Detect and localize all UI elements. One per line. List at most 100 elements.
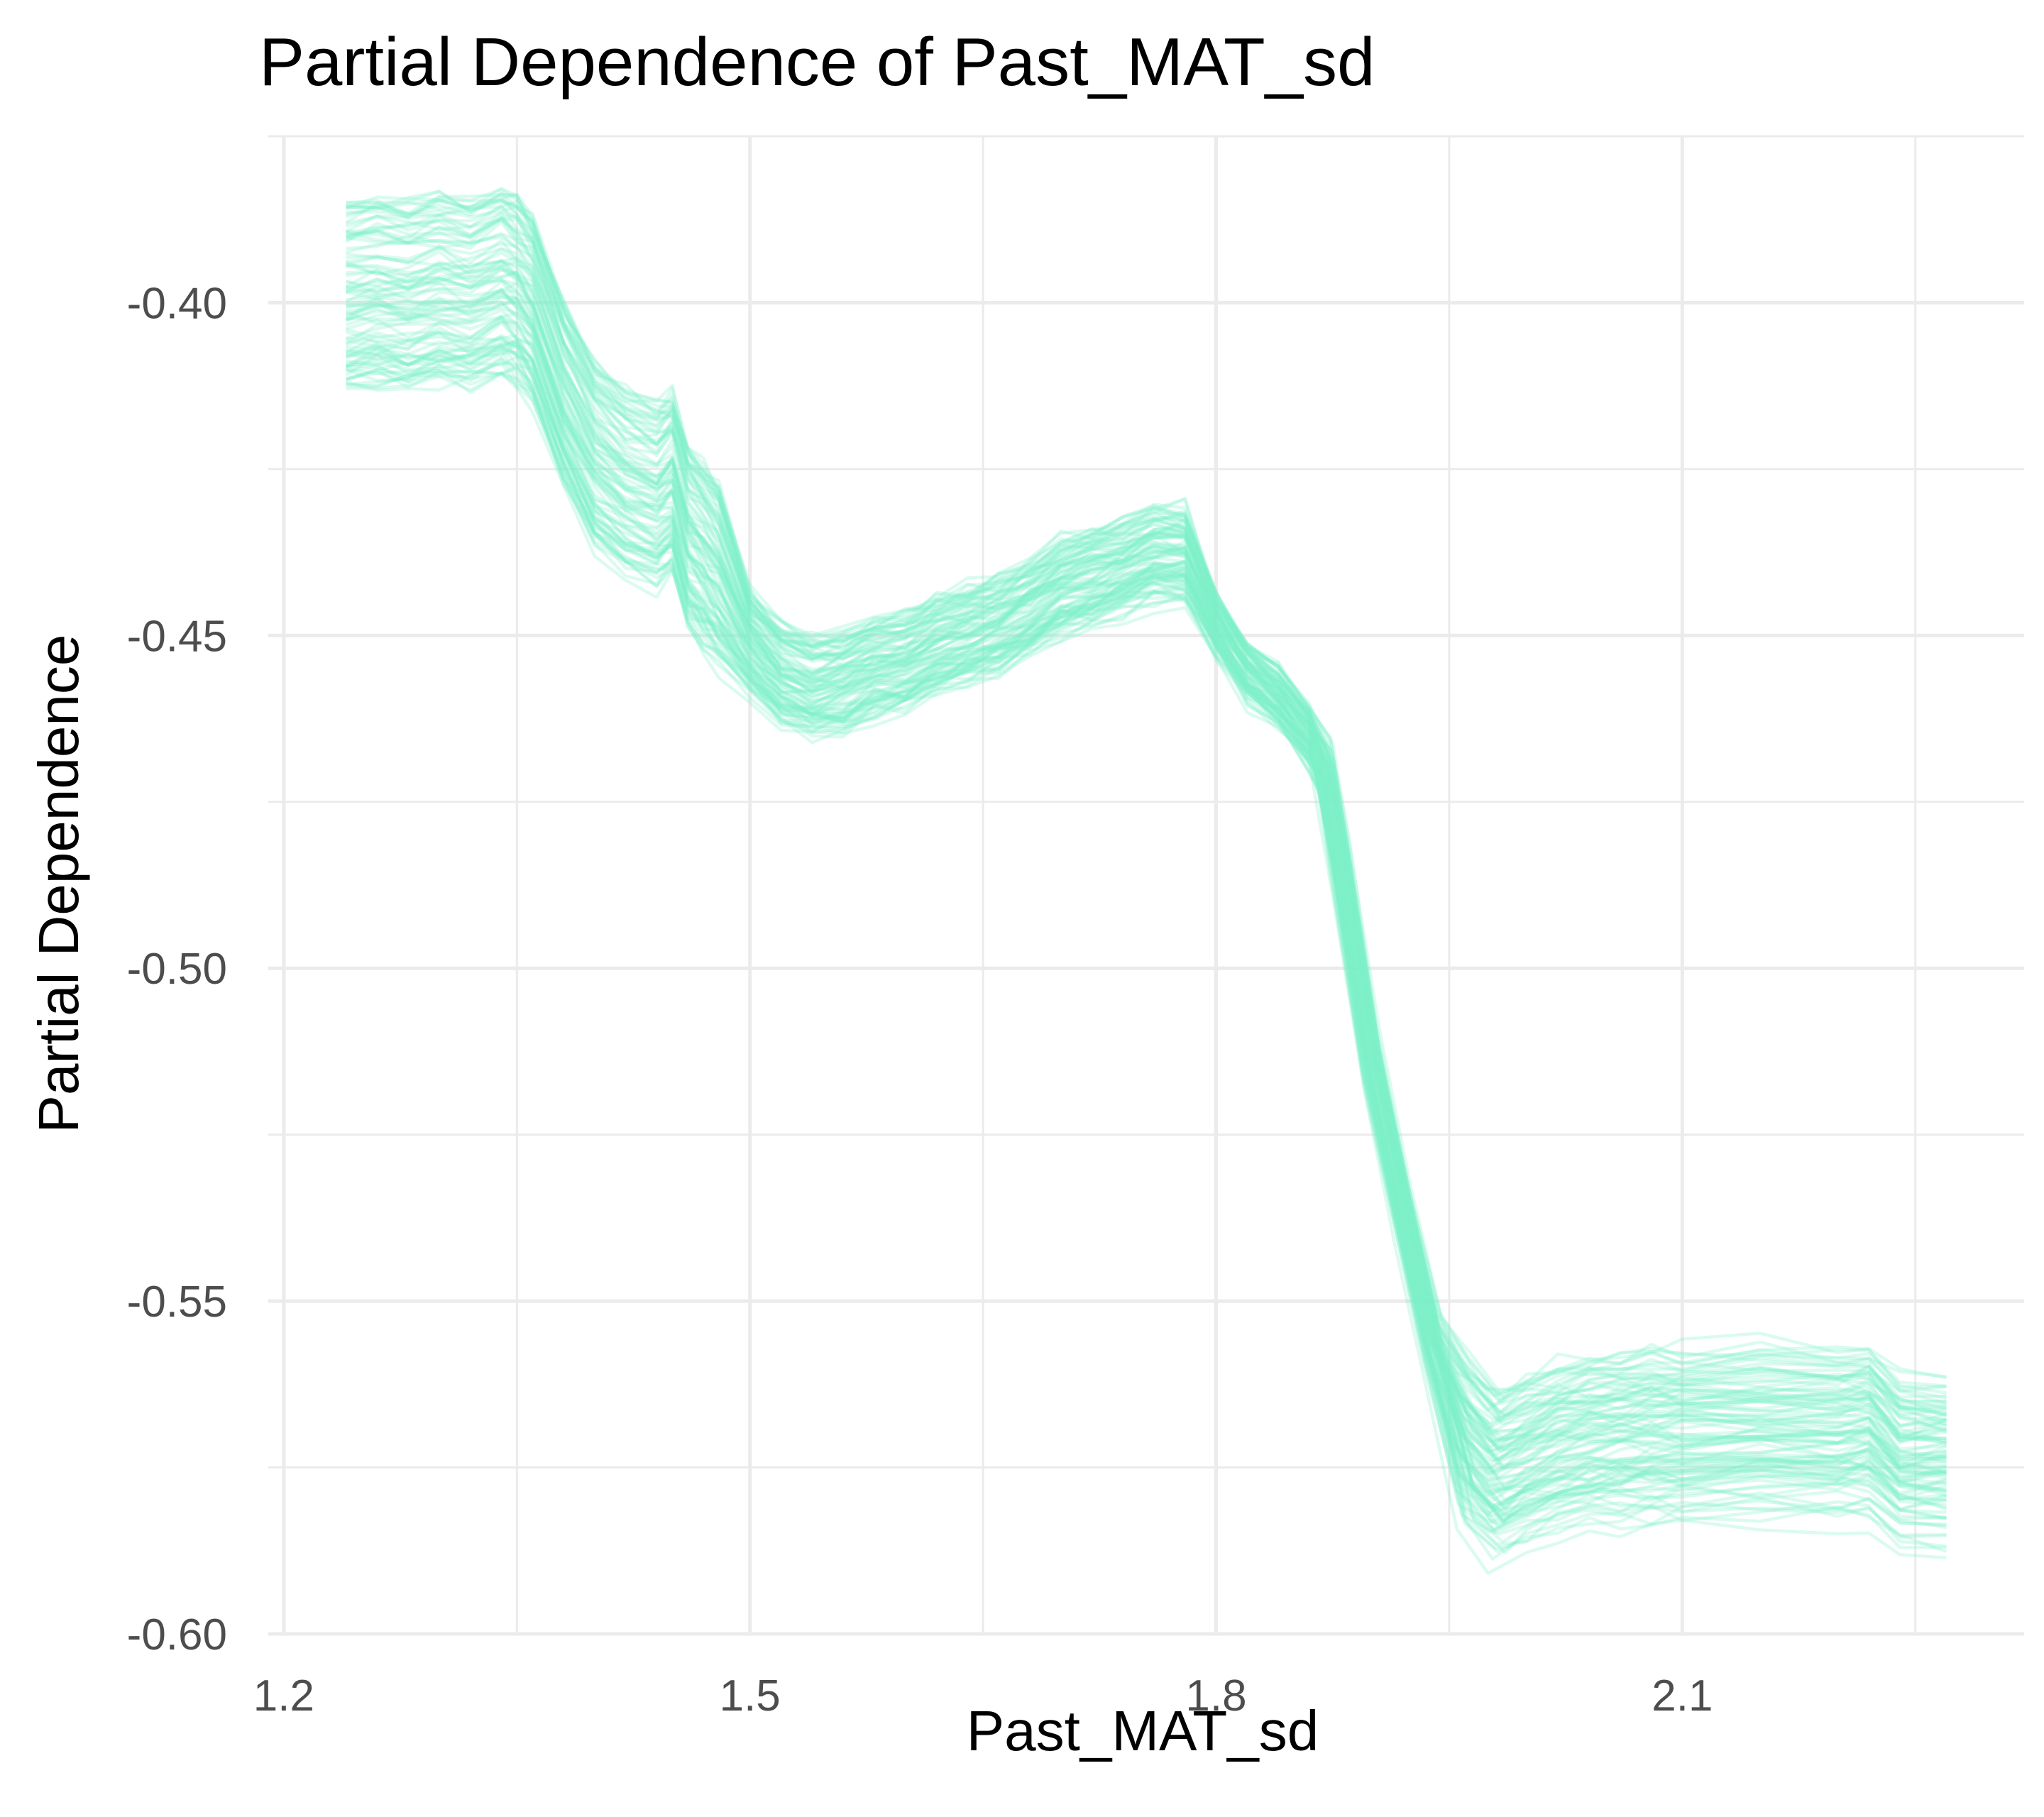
ice-series-line — [346, 260, 1947, 1462]
ice-series-line — [346, 276, 1947, 1464]
ice-series-line — [345, 349, 1947, 1536]
ice-series-line — [346, 220, 1947, 1443]
ice-series-line — [346, 242, 1947, 1417]
chart-title: Partial Dependence of Past_MAT_sd — [259, 24, 1375, 100]
ice-series-line — [346, 187, 1947, 1410]
ice-series-line — [346, 368, 1947, 1550]
ice-series-line — [346, 291, 1947, 1495]
x-tick-label: 1.2 — [253, 1671, 314, 1720]
ice-lines — [345, 187, 1947, 1575]
y-axis-title: Partial Dependence — [27, 635, 90, 1133]
ice-series-line — [346, 260, 1947, 1451]
ice-series-line — [346, 191, 1947, 1412]
ice-series-line — [346, 341, 1947, 1515]
ice-series-line — [346, 336, 1947, 1525]
y-tick-label: -0.45 — [127, 612, 227, 661]
y-tick-label: -0.40 — [127, 279, 227, 328]
ice-series-line — [346, 187, 1947, 1400]
ice-series-line — [346, 190, 1947, 1416]
ice-series-line — [345, 269, 1947, 1464]
ice-series-line — [346, 264, 1947, 1449]
tick-labels: 1.2 1.5 1.8 2.1 -0.40 -0.45 -0.50 -0.55 -0.60 — [127, 279, 1713, 1720]
ice-series-line — [345, 295, 1947, 1457]
ice-series-line — [346, 231, 1947, 1463]
ice-series-line — [346, 267, 1947, 1453]
ice-series-line — [345, 366, 1947, 1544]
ice-series-line — [345, 312, 1947, 1481]
ice-series-line — [346, 238, 1947, 1427]
ice-series-line — [346, 371, 1947, 1575]
ice-series-line — [345, 335, 1947, 1531]
ice-series-line — [345, 317, 1947, 1534]
ice-series-line — [346, 343, 1947, 1527]
ice-series-line — [346, 258, 1947, 1474]
ice-series-line — [345, 302, 1947, 1525]
ice-series-line — [346, 214, 1947, 1440]
ice-series-line — [345, 258, 1947, 1443]
ice-series-line — [345, 216, 1947, 1453]
x-tick-label: 2.1 — [1652, 1671, 1713, 1720]
ice-series-line — [345, 250, 1947, 1425]
ice-series-line — [346, 314, 1947, 1495]
ice-series-line — [346, 278, 1947, 1479]
ice-series-line — [346, 192, 1947, 1400]
ice-series-line — [345, 343, 1947, 1510]
y-tick-label: -0.60 — [127, 1610, 227, 1659]
ice-series-line — [346, 351, 1947, 1554]
ice-series-line — [345, 356, 1947, 1512]
ice-series-line — [345, 361, 1947, 1523]
ice-series-line — [345, 289, 1947, 1488]
ice-series-line — [346, 247, 1947, 1461]
ice-series-line — [345, 341, 1947, 1526]
ice-series-line — [345, 331, 1947, 1522]
ice-series-line — [346, 194, 1947, 1431]
ice-series-line — [345, 315, 1947, 1532]
ice-series-line — [346, 357, 1947, 1522]
ice-series-line — [346, 348, 1947, 1525]
y-tick-label: -0.50 — [127, 945, 227, 994]
ice-series-line — [345, 243, 1947, 1433]
ice-series-line — [345, 217, 1947, 1444]
x-tick-label: 1.8 — [1185, 1671, 1246, 1720]
ice-series-line — [345, 292, 1947, 1451]
ice-series-line — [346, 234, 1947, 1454]
ice-series-line — [346, 318, 1947, 1501]
ice-series-line — [345, 270, 1947, 1470]
ice-series-line — [346, 281, 1947, 1451]
x-tick-label: 1.5 — [720, 1671, 781, 1720]
grid — [268, 135, 2024, 1636]
ice-series-line — [346, 215, 1947, 1435]
ice-series-line — [345, 287, 1947, 1515]
y-tick-label: -0.55 — [127, 1278, 227, 1327]
ice-series-line — [346, 259, 1947, 1444]
ice-series-line — [346, 256, 1947, 1476]
ice-series-line — [346, 190, 1947, 1397]
ice-series-line — [345, 340, 1947, 1537]
ice-series-line — [345, 211, 1947, 1415]
ice-series-line — [346, 198, 1947, 1422]
ice-series-line — [346, 368, 1947, 1554]
ice-series-line — [345, 211, 1947, 1425]
ice-series-line — [346, 370, 1947, 1547]
ice-series-line — [345, 232, 1947, 1422]
ice-series-line — [346, 215, 1947, 1429]
ice-series-line — [345, 288, 1947, 1483]
ice-series-line — [345, 300, 1947, 1492]
ice-series-line — [345, 195, 1947, 1405]
ice-series-line — [345, 338, 1947, 1502]
ice-series-line — [345, 251, 1947, 1476]
ice-series-line — [345, 204, 1947, 1419]
ice-series-line — [345, 202, 1947, 1399]
ice-series-line — [345, 280, 1947, 1476]
ice-series-line — [346, 361, 1947, 1511]
ice-series-line — [346, 296, 1947, 1498]
ice-series-line — [345, 346, 1947, 1508]
x-axis-title: Past_MAT_sd — [967, 1699, 1319, 1762]
ice-series-line — [346, 212, 1947, 1437]
ice-series-line — [346, 355, 1947, 1517]
ice-series-line — [346, 268, 1947, 1451]
ice-series-line — [346, 334, 1947, 1514]
ice-series-line — [346, 321, 1947, 1497]
ice-series-line — [346, 340, 1947, 1516]
